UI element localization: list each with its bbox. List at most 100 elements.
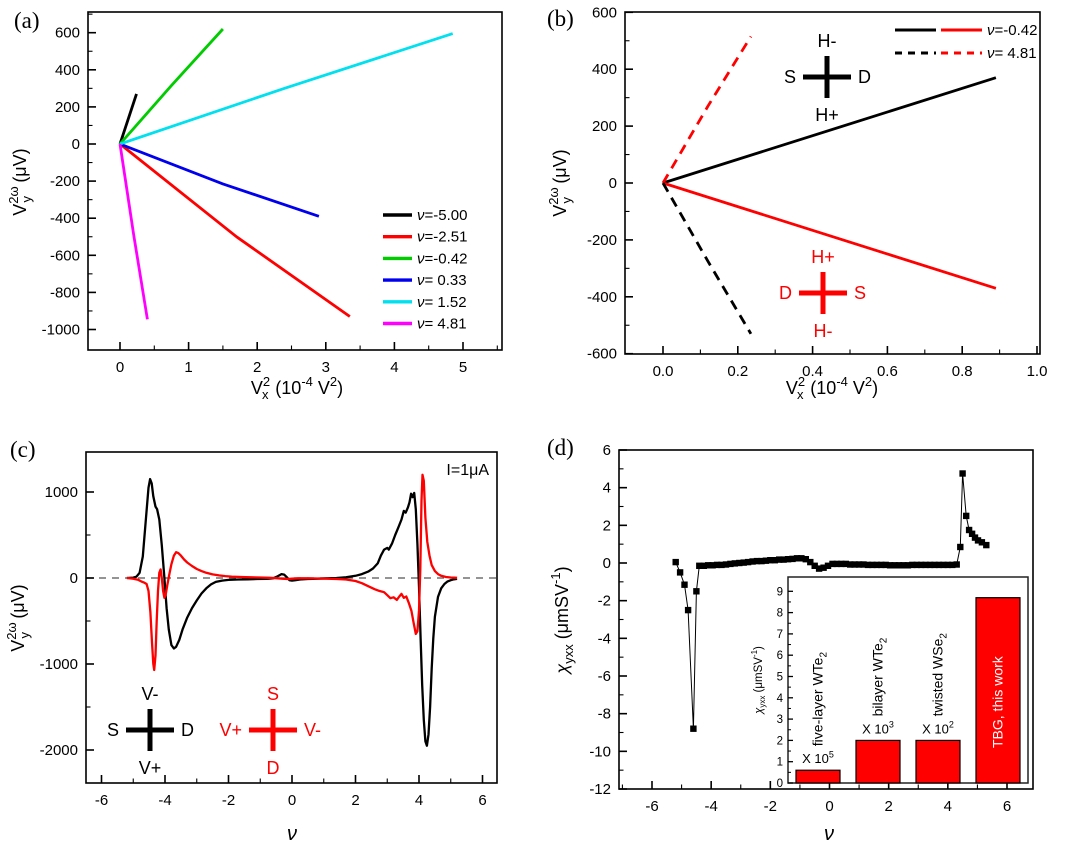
y-tick-label: 200	[55, 99, 80, 116]
data-point-square	[740, 559, 747, 566]
data-point-square	[978, 539, 986, 546]
y-tick-label: -12	[589, 781, 611, 798]
panel-c-chart: -6 -4 -2 0 2 4 6 -2000 -1000 0 1000 ν V2ωy (μV) I=1μA…	[4, 451, 498, 845]
x-tick-label: 4	[415, 792, 423, 809]
y-tick-label: -200	[50, 173, 80, 190]
data-point-square	[753, 557, 761, 565]
x-tick-label: 0	[825, 798, 833, 815]
x-tick-label: -2	[764, 798, 777, 815]
panel-b-chart: 0.0 0.2 0.4 0.6 0.8 1.0 -600 -400 -200 0 200 400 600…	[546, 4, 1048, 402]
data-point-square	[776, 556, 783, 563]
x-tick-label: 0.8	[952, 363, 973, 380]
y-tick-label: 6	[603, 442, 611, 459]
data-point-square	[968, 530, 976, 537]
x-tick-label: -4	[158, 792, 171, 809]
y-tick-label: -4	[598, 630, 611, 647]
x-tick-label: 0.6	[877, 363, 898, 380]
inset-bar	[915, 739, 961, 784]
series-ν=-2.51	[119, 142, 351, 318]
panel-label-c: (c)	[10, 437, 36, 462]
series-ν= 4.81	[118, 143, 149, 320]
y-tick-label: -10	[589, 743, 611, 760]
plot-frame	[624, 11, 1041, 355]
x-axis-title: ν	[287, 823, 297, 845]
y-tick-label: -600	[50, 247, 80, 264]
data-point-square	[900, 562, 907, 569]
electrode-label-bottom: H+	[815, 105, 839, 125]
data-point-square	[744, 558, 752, 566]
data-point-square	[886, 562, 894, 569]
data-point-square	[963, 512, 970, 520]
data-point-square	[949, 561, 956, 569]
data-point-square	[931, 561, 938, 569]
data-point-square	[855, 561, 863, 568]
y-tick-label: 1000	[45, 484, 78, 501]
x-tick-label: 0.4	[802, 363, 823, 380]
series-ν= 4.81 up-sweep	[661, 35, 753, 184]
data-point-square	[693, 588, 700, 595]
data-point-square	[713, 561, 721, 569]
data-point-square	[690, 725, 697, 732]
inset-bar-category-label: TBG, this work	[990, 655, 1006, 748]
data-point-square	[965, 526, 973, 534]
data-point-square	[784, 556, 792, 563]
data-point-square	[935, 561, 943, 569]
data-point-square	[705, 562, 712, 569]
inset-y-tick-label: 9	[777, 586, 783, 598]
electrode-label-right: S	[854, 283, 866, 303]
y-axis-title: V2ωy (μV)	[4, 584, 32, 651]
inset-y-tick-label: 4	[777, 693, 784, 705]
data-point-square	[722, 561, 730, 568]
inset-y-tick-label: 8	[777, 608, 783, 620]
x-tick-label: 2	[884, 798, 892, 815]
legend-entry: ν=-2.51	[417, 229, 467, 246]
electrode-label-right: D	[181, 720, 194, 740]
series-S-D black configuration	[126, 477, 458, 747]
x-tick-label: 6	[478, 792, 486, 809]
series-ν= 4.81 down-sweep	[661, 182, 753, 335]
series-ν=-0.42	[118, 28, 224, 145]
y-tick-label: -400	[587, 289, 617, 306]
electrode-label-top: H+	[811, 247, 835, 267]
inset-bar-multiplier: X 102	[922, 720, 954, 737]
series-ν=-5.00	[118, 93, 138, 145]
inset-y-tick-label: 0	[777, 778, 783, 790]
plot-frame	[87, 11, 503, 351]
legend-entry: ν= 4.81	[417, 316, 467, 333]
data-point-square	[736, 559, 743, 567]
x-tick-label: 5	[459, 359, 467, 376]
data-point-square	[820, 564, 827, 571]
data-point-square	[944, 561, 951, 569]
data-point-square	[851, 561, 858, 568]
electrode-label-right: D	[858, 67, 871, 87]
inset-y-tick-label: 6	[777, 650, 783, 662]
y-tick-label: -200	[587, 232, 617, 249]
data-point-square	[918, 561, 925, 569]
data-point-square	[869, 561, 876, 569]
data-point-square	[983, 541, 990, 549]
y-tick-label: 400	[592, 61, 617, 78]
data-point-square	[913, 561, 920, 569]
legend-entry: ν=-0.42	[417, 250, 467, 267]
x-tick-label: 3	[322, 359, 330, 376]
y-tick-label: -800	[50, 284, 80, 301]
data-point-square	[815, 565, 823, 572]
y-tick-label: 0	[609, 175, 617, 192]
inset-bar-category-label: bilayer WTe2	[870, 637, 890, 716]
x-tick-label: -6	[95, 792, 108, 809]
y-tick-label: -600	[587, 346, 617, 363]
inset-bar-multiplier: X 105	[802, 749, 834, 766]
electrode-label-right: V-	[304, 720, 321, 740]
x-tick-label: 4	[390, 359, 398, 376]
legend-entry: ν= 0.33	[417, 272, 467, 289]
electrode-label-bottom: D	[267, 758, 280, 778]
data-point-square	[895, 562, 903, 569]
legend-entry: ν= 4.81	[987, 45, 1037, 62]
y-tick-label: -6	[598, 668, 611, 685]
y-tick-label: 2	[603, 517, 611, 534]
data-point-square	[793, 555, 801, 562]
y-tick-label: 0	[72, 136, 80, 153]
current-annotation: I=1μA	[446, 462, 489, 479]
y-axis-title: V2ωy (μV)	[546, 149, 574, 216]
